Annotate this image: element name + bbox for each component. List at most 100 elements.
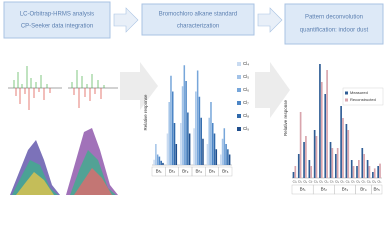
bar [347,130,350,178]
bar [326,70,328,178]
bar [223,128,226,165]
bar [227,149,229,165]
bar [294,166,297,178]
x-tick-label: Br₂ [169,169,176,174]
x-tick-label: Cl₇ [330,179,334,183]
bar [310,166,313,178]
mass-spectrum [8,66,118,110]
bar [221,138,224,165]
bar [313,130,316,178]
legend-label: Measured [350,90,368,95]
x-tick-label: Br₁ [156,169,163,174]
legend-label: Cl₅ [243,74,249,79]
bar [366,160,369,178]
flow-arrow [120,62,158,110]
legend-label: Cl₉ [243,126,249,131]
x-tick-label: Cl₇ [351,179,355,183]
bar [168,102,170,165]
bar [162,162,164,165]
bar [183,65,186,165]
bar [303,142,305,178]
step-text: LC-Orbitrap-HRMS analysis [20,12,94,18]
legend-swatch [237,62,241,66]
bar [212,123,214,165]
bar [158,156,161,165]
x-tick-label: Cl₅ [319,179,324,183]
bar [215,149,218,165]
step-box [141,3,255,36]
bar [305,136,307,178]
bar [193,128,195,165]
legend-swatch [345,91,348,95]
bar [352,166,355,178]
x-tick-label: Cl₆ [367,179,372,183]
x-tick-label: Br₅ [209,169,216,174]
bar [173,123,176,165]
y-axis-label: Relative response [283,99,288,136]
bar [308,160,311,178]
bar [324,94,327,178]
x-tick-label: Cl₆ [346,179,351,183]
bar [200,117,202,165]
step-text: Pattern deconvolution [305,15,363,21]
x-tick-label: Cl₄ [314,179,319,183]
bar [297,154,300,178]
bar [379,163,381,178]
bar [228,154,231,165]
legend-swatch [345,98,348,102]
arrow [113,7,139,33]
x-tick-label: Cl₄ [356,179,361,183]
graphical-abstract: LC-Orbitrap-HRMS analysis CP-Seeker data… [3,1,384,195]
bar [180,123,182,165]
flow-arrow [255,62,290,118]
bar [368,166,371,178]
bar [361,148,364,178]
group-label: Br₃ [342,187,349,192]
x-tick-label: Cl₆ [324,179,329,183]
y-axis-label: Relative response [143,94,148,131]
bar [208,117,210,165]
legend-swatch [237,127,241,131]
bar [320,82,323,178]
bar [331,148,334,178]
bar [358,160,360,178]
x-tick-label: Cl₆ [303,179,308,183]
group-label: Br₁ [300,187,307,192]
x-tick-label: Cl₅ [377,179,382,183]
bar [202,138,204,165]
bar [155,144,157,165]
bar [185,81,187,165]
legend-label: Cl₄ [243,61,249,66]
bar [187,112,189,165]
chromatogram [10,128,118,195]
bar [156,154,159,165]
bar [210,102,212,165]
bar [206,144,209,165]
bar [372,172,374,178]
bar [188,133,191,165]
step-text: characterization [177,24,219,30]
group-label: Br₄ [360,187,367,192]
bar [342,118,344,178]
x-tick-label: Cl₅ [340,179,345,183]
legend-label: Cl₆ [243,87,249,92]
group-cell [371,184,383,195]
bar [181,86,184,165]
step-box [3,1,111,39]
x-tick-label: Cl₄ [293,179,298,183]
step-text: quantification: indoor dust [300,28,369,34]
bar [345,124,348,178]
bar [329,142,332,178]
legend-swatch [237,114,241,118]
legend-label: Reconstructed [350,97,376,102]
group-label: Br₅ [374,187,381,192]
bar [377,166,380,178]
bar [198,96,201,165]
bar [166,133,169,165]
bar [319,64,321,178]
legend-swatch [237,101,241,105]
category-cell [218,166,233,177]
x-tick-label: Cl₄ [335,179,340,183]
x-tick-label: Cl₄ [372,179,377,183]
group-label: Br₂ [321,187,328,192]
